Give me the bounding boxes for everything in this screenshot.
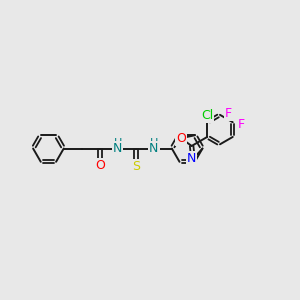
Text: O: O (95, 159, 105, 172)
Text: N: N (149, 142, 158, 155)
Text: O: O (176, 132, 186, 145)
Text: S: S (132, 160, 140, 173)
Text: F: F (237, 118, 244, 131)
Text: H: H (114, 138, 122, 148)
Text: H: H (150, 138, 158, 148)
Text: F: F (225, 107, 232, 120)
Text: N: N (113, 142, 122, 155)
Text: N: N (187, 152, 196, 166)
Text: Cl: Cl (201, 109, 213, 122)
